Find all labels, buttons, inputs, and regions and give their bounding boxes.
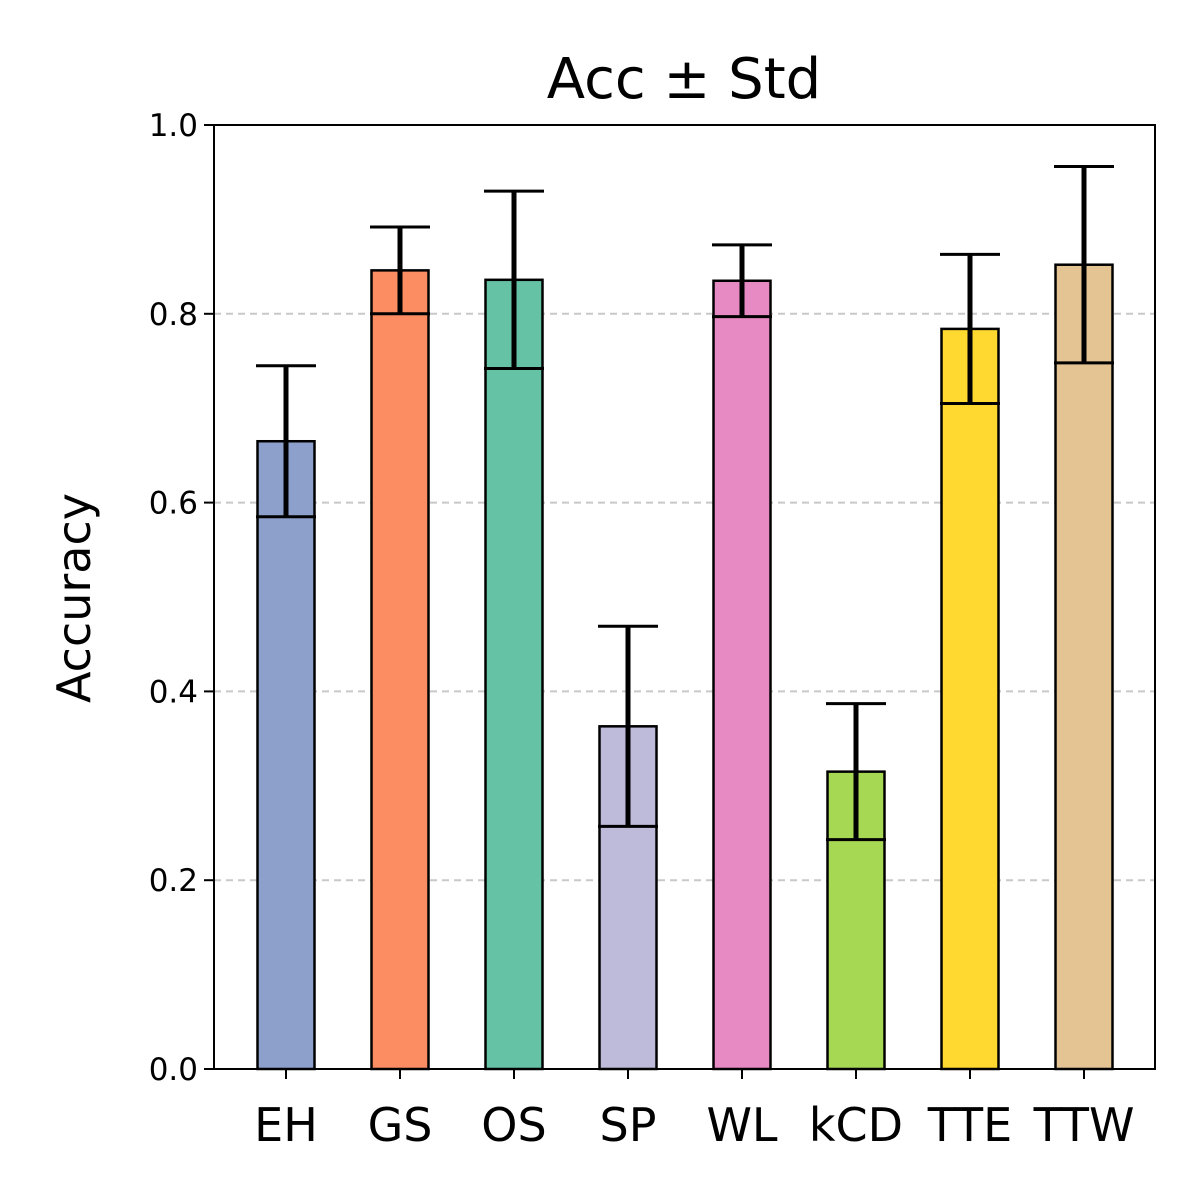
bar-gs	[370, 269, 430, 1071]
x-tick-label-gs: GS	[368, 1098, 433, 1152]
x-tick-label-eh: EH	[254, 1098, 318, 1152]
bars	[256, 263, 1114, 1071]
x-tick-label-tte: TTE	[927, 1098, 1012, 1152]
y-tick-label: 0.0	[149, 1052, 198, 1088]
y-axis-ticks: 0.0 0.2 0.4 0.6 0.8 1.0	[149, 108, 214, 1088]
y-tick-label: 1.0	[149, 108, 198, 144]
bar-ttw	[1054, 263, 1114, 1071]
x-tick-label-wl: WL	[706, 1098, 777, 1152]
y-tick-label: 0.2	[149, 863, 198, 899]
bar-tte	[940, 327, 1000, 1071]
y-tick-label: 0.4	[149, 674, 198, 710]
x-tick-label-os: OS	[481, 1098, 546, 1152]
error-bars	[256, 165, 1114, 842]
bar-os	[484, 278, 544, 1071]
y-tick-label: 0.6	[149, 486, 198, 522]
y-axis-label: Accuracy	[47, 493, 101, 703]
bar-eh	[256, 439, 316, 1071]
x-tick-label-kcd: kCD	[809, 1098, 903, 1152]
plot-frame	[213, 124, 1156, 1070]
y-tick-label: 0.8	[149, 297, 198, 333]
x-tick-label-ttw: TTW	[1033, 1098, 1135, 1152]
x-axis-ticks: EH GS OS SP WL kCD TTE TTW	[254, 1069, 1134, 1152]
x-tick-label-sp: SP	[600, 1098, 657, 1152]
gridlines	[214, 312, 1155, 882]
bar-wl	[712, 279, 772, 1071]
chart-title: Acc ± Std	[547, 47, 821, 112]
